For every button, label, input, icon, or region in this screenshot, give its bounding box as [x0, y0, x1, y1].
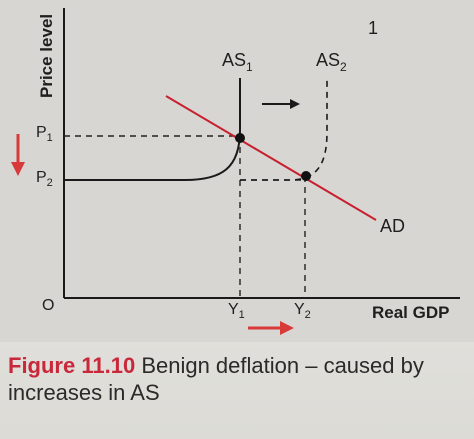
- equilibrium-point-1: [235, 133, 245, 143]
- deflation-diagram: Price level 1 AS1 AS2 AD P1 P2 O Y1 Y2: [11, 8, 460, 335]
- as1-curve: [64, 78, 241, 181]
- corner-mark: 1: [368, 18, 378, 38]
- figure-title: Benign deflation – caused by increases i…: [8, 353, 424, 405]
- output-rise-arrow-head: [280, 321, 294, 335]
- figure-number: Figure 11.10: [8, 353, 136, 378]
- as1-label: AS1: [222, 50, 253, 74]
- ad-label: AD: [380, 216, 405, 236]
- p1-label: P1: [36, 124, 53, 144]
- y1-label: Y1: [228, 301, 245, 321]
- as-shift-arrow-head: [290, 99, 300, 109]
- p2-label: P2: [36, 169, 53, 189]
- as2-curve: [240, 78, 328, 181]
- origin-label: O: [42, 297, 54, 314]
- diagram-panel: [0, 0, 474, 342]
- as2-label: AS2: [316, 50, 347, 74]
- y2-label: Y2: [294, 301, 311, 321]
- y-axis-label: Price level: [37, 14, 56, 98]
- x-axis-label: Real GDP: [372, 303, 449, 322]
- price-fall-arrow-head: [11, 162, 25, 176]
- figure-caption: Figure 11.10 Benign deflation – caused b…: [8, 352, 468, 406]
- ad-line: [165, 95, 377, 221]
- equilibrium-point-2: [301, 171, 311, 181]
